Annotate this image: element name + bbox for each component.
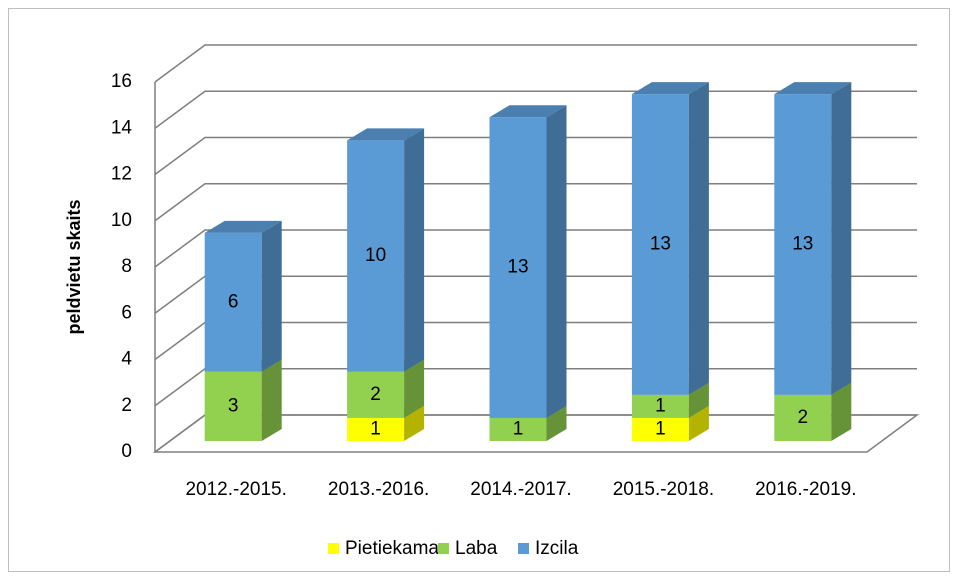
bar-front	[489, 117, 547, 418]
bar-front	[204, 232, 262, 372]
bar-front	[204, 371, 262, 441]
bar-side	[831, 82, 852, 395]
y-tick-label: 6	[121, 302, 132, 323]
x-tick-label: 2014.-2017.	[470, 479, 571, 500]
legend-label: Pietiekama	[345, 538, 439, 559]
legend-label: Laba	[455, 538, 498, 559]
bar-top	[631, 82, 709, 95]
bar	[489, 105, 567, 418]
y-tick-label: 2	[121, 395, 132, 416]
bar-side	[831, 382, 852, 441]
bar-front	[347, 140, 405, 372]
legend-swatch	[518, 543, 529, 554]
bar-top	[204, 220, 282, 233]
data-label: 1	[655, 418, 666, 439]
data-label: 10	[365, 245, 386, 266]
bar	[774, 82, 852, 395]
bar-front	[631, 94, 689, 395]
bar	[631, 82, 709, 395]
y-tick-label: 0	[121, 441, 132, 462]
bar-top	[774, 82, 852, 95]
x-tick-label: 2015.-2018.	[613, 479, 714, 500]
data-label: 1	[370, 418, 381, 439]
data-label: 1	[655, 395, 666, 416]
y-tick-label: 8	[121, 256, 132, 277]
bar-front	[631, 417, 689, 441]
data-label: 1	[513, 418, 524, 439]
bar-front	[774, 394, 832, 441]
data-label: 13	[650, 233, 671, 254]
bar-front	[347, 417, 405, 441]
bar-top	[347, 128, 425, 141]
bar-side	[546, 105, 567, 418]
bar-side	[546, 405, 567, 441]
y-tick-label: 10	[111, 210, 132, 231]
data-label: 2	[370, 384, 381, 405]
y-axis-label: peldvietu skaits	[64, 199, 84, 334]
y-tick-label: 4	[121, 349, 132, 370]
x-tick-label: 2012.-2015.	[185, 479, 286, 500]
bar-side	[688, 405, 709, 441]
data-label: 13	[792, 233, 813, 254]
legend-label: Izcila	[535, 538, 579, 559]
data-label: 6	[228, 291, 239, 312]
data-label: 3	[228, 395, 239, 416]
y-tick-label: 12	[111, 164, 132, 185]
bar-side	[404, 359, 425, 418]
bar-side	[404, 405, 425, 441]
bar-front	[347, 371, 405, 418]
bar-side	[688, 82, 709, 395]
bar-front	[489, 417, 547, 441]
grid-line	[154, 44, 917, 83]
data-label: 13	[507, 257, 528, 278]
y-tick-label: 14	[111, 117, 133, 138]
bar-side	[261, 220, 282, 372]
data-label: 2	[798, 407, 809, 428]
bar-front	[774, 94, 832, 395]
legend-swatch	[328, 543, 339, 554]
bar	[204, 220, 282, 372]
bar-top	[489, 105, 567, 118]
y-tick-label: 16	[111, 71, 132, 92]
bar-side	[261, 359, 282, 441]
bar-front	[631, 394, 689, 418]
bar-side	[688, 382, 709, 418]
x-tick-label: 2016.-2019.	[755, 479, 856, 500]
x-tick-label: 2013.-2016.	[328, 479, 429, 500]
legend-swatch	[438, 543, 449, 554]
bar-side	[404, 128, 425, 372]
bar	[204, 359, 282, 441]
bar	[347, 128, 425, 372]
